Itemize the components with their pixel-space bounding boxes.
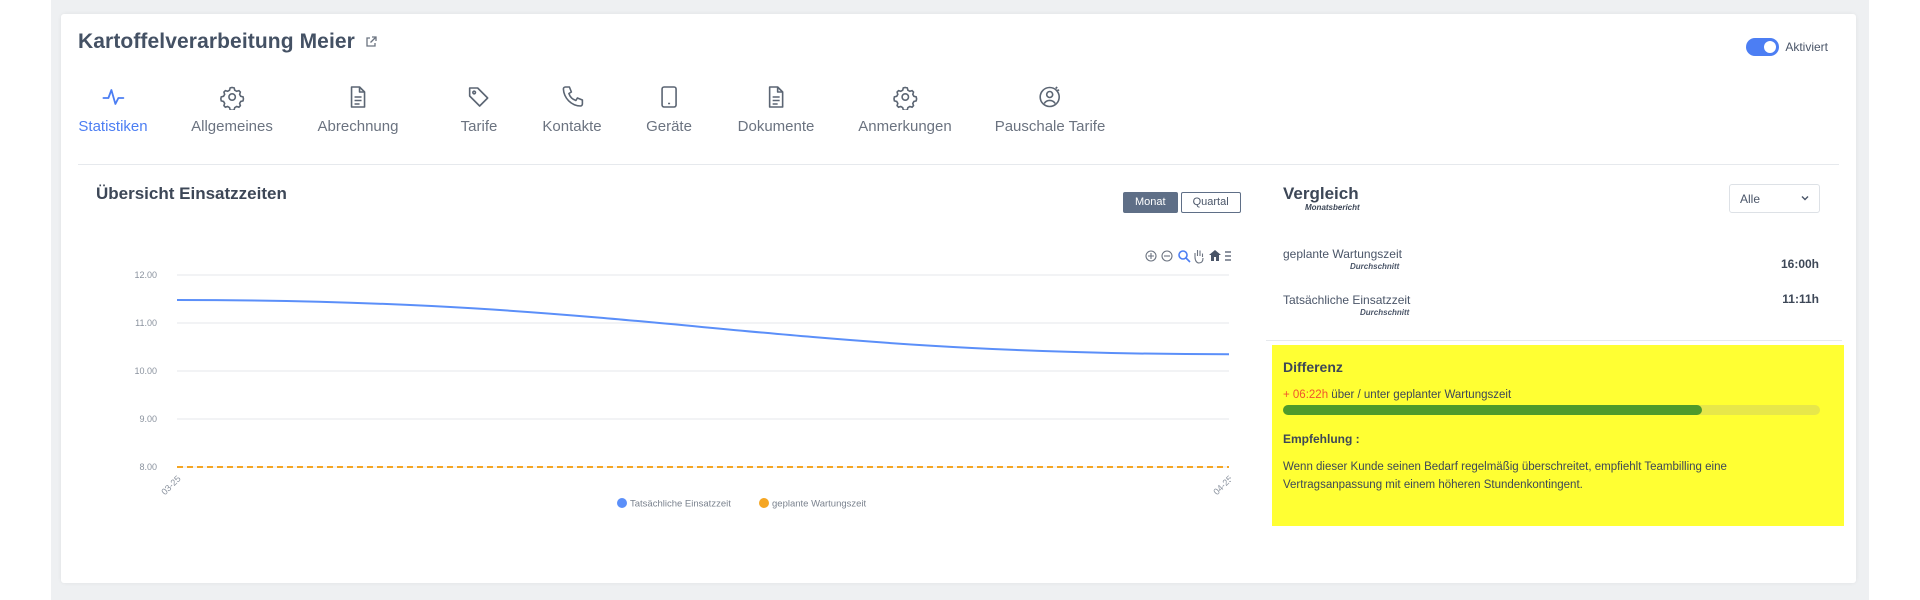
magnify-icon[interactable] bbox=[1178, 250, 1191, 263]
chevron-down-icon bbox=[1801, 196, 1809, 201]
actual-time-value: 11:11h bbox=[1782, 292, 1819, 306]
actual-time-label: Tatsächliche Einsatzzeit bbox=[1283, 293, 1411, 307]
gear-icon bbox=[219, 86, 245, 110]
tag-icon bbox=[469, 87, 489, 107]
tab-label: Kontakte bbox=[542, 118, 602, 135]
home-icon[interactable] bbox=[1209, 250, 1221, 261]
document-icon bbox=[769, 86, 784, 108]
legend-label: geplante Wartungszeit bbox=[772, 499, 867, 510]
y-axis: 12.00 11.00 10.00 9.00 8.00 bbox=[134, 270, 157, 472]
chart-series bbox=[176, 298, 1230, 468]
toggle-switch[interactable] bbox=[1746, 38, 1780, 56]
recommendation-title: Empfehlung : bbox=[1283, 432, 1360, 446]
difference-progress bbox=[1283, 405, 1820, 415]
comparison-divider bbox=[1266, 340, 1842, 341]
y-tick-label: 10.00 bbox=[134, 366, 157, 376]
tab-anmerkungen[interactable]: Anmerkungen bbox=[858, 84, 952, 136]
tab-label: Pauschale Tarife bbox=[994, 118, 1106, 135]
gear-icon bbox=[892, 86, 918, 110]
title-row: Kartoffelverarbeitung Meier bbox=[78, 30, 378, 54]
menu-icon[interactable] bbox=[1225, 251, 1231, 261]
filter-select-value: Alle bbox=[1740, 192, 1761, 206]
tab-label: Anmerkungen bbox=[858, 118, 952, 135]
planned-time-sub: Durchschnitt bbox=[1350, 262, 1400, 271]
tab-label: Tarife bbox=[460, 118, 498, 135]
tab-geraete[interactable]: Geräte bbox=[646, 84, 692, 136]
planned-time-value: 16:00h bbox=[1780, 257, 1819, 271]
pan-hand-icon[interactable] bbox=[1194, 250, 1204, 264]
zoom-out-icon[interactable] bbox=[1161, 250, 1173, 262]
user-clock-icon bbox=[1039, 86, 1061, 108]
y-tick-label: 11.00 bbox=[135, 318, 157, 328]
y-tick-label: 8.00 bbox=[139, 462, 157, 472]
activity-icon bbox=[102, 89, 124, 105]
document-icon bbox=[351, 86, 366, 108]
legend-label: Tatsächliche Einsatzzeit bbox=[630, 499, 731, 510]
toggle-label: Aktiviert bbox=[1785, 40, 1828, 54]
tab-divider bbox=[78, 164, 1839, 165]
actual-time-sub: Durchschnitt bbox=[1360, 308, 1410, 317]
legend-marker bbox=[759, 498, 769, 508]
tab-label: Geräte bbox=[646, 118, 692, 135]
tab-abrechnung[interactable]: Abrechnung bbox=[317, 84, 399, 136]
x-tick-label: 03-25 bbox=[159, 474, 182, 497]
tab-label: Dokumente bbox=[737, 118, 815, 135]
line-chart: 12.00 11.00 10.00 9.00 8.00 03-25 04-25 Tatsä… bbox=[134, 250, 1231, 510]
customer-card: Kartoffelverarbeitung Meier Aktiviert St… bbox=[61, 14, 1856, 583]
tab-allgemeines[interactable]: Allgemeines bbox=[191, 84, 273, 136]
zoom-in-icon[interactable] bbox=[1145, 250, 1157, 262]
y-tick-label: 12.00 bbox=[134, 270, 157, 280]
planned-time-label: geplante Wartungszeit bbox=[1283, 247, 1402, 261]
difference-summary: + 06:22h über / unter geplanter Wartungs… bbox=[1283, 389, 1511, 401]
chart-legend: Tatsächliche Einsatzzeit geplante Wartung… bbox=[617, 498, 867, 510]
tab-kontakte[interactable]: Kontakte bbox=[542, 84, 602, 136]
difference-panel: Differenz + 06:22h über / unter geplante… bbox=[1272, 345, 1844, 526]
chart-grid bbox=[177, 274, 1229, 468]
difference-progress-fill bbox=[1283, 405, 1702, 415]
tab-tarife[interactable]: Tarife bbox=[460, 84, 498, 136]
tab-label: Statistiken bbox=[78, 118, 148, 135]
external-link-icon[interactable] bbox=[364, 35, 378, 49]
x-axis: 03-25 04-25 bbox=[159, 474, 1231, 497]
page-title: Kartoffelverarbeitung Meier bbox=[78, 30, 355, 53]
comparison-subtitle: Monatsbericht bbox=[1305, 203, 1360, 212]
x-tick-label: 04-25 bbox=[1211, 474, 1231, 497]
chart-title: Übersicht Einsatzzeiten bbox=[96, 184, 287, 203]
tab-label: Allgemeines bbox=[191, 118, 273, 135]
tab-statistiken[interactable]: Statistiken bbox=[78, 84, 148, 136]
period-button-quartal[interactable]: Quartal bbox=[1180, 192, 1241, 213]
phone-icon bbox=[562, 86, 583, 107]
y-tick-label: 9.00 bbox=[139, 414, 157, 424]
difference-title: Differenz bbox=[1283, 359, 1343, 375]
period-button-monat[interactable]: Monat bbox=[1123, 192, 1178, 213]
series-line bbox=[176, 298, 1230, 356]
difference-delta: + 06:22h bbox=[1283, 389, 1329, 401]
difference-text: über / unter geplanter Wartungszeit bbox=[1331, 389, 1512, 401]
activation-toggle[interactable]: Aktiviert bbox=[1746, 38, 1828, 56]
recommendation-text: Wenn dieser Kunde seinen Bedarf regelmäß… bbox=[1283, 461, 1727, 491]
tab-dokumente[interactable]: Dokumente bbox=[737, 84, 815, 136]
tab-pauschale-tarife[interactable]: Pauschale Tarife bbox=[994, 84, 1106, 136]
tab-label: Abrechnung bbox=[317, 118, 399, 135]
comparison-title: Vergleich bbox=[1283, 184, 1359, 203]
legend-marker bbox=[617, 498, 627, 508]
tablet-icon bbox=[661, 86, 677, 108]
chart-toolbar bbox=[1145, 250, 1231, 264]
period-switch: Monat Quartal bbox=[1123, 192, 1241, 213]
filter-select[interactable]: Alle bbox=[1729, 184, 1820, 213]
